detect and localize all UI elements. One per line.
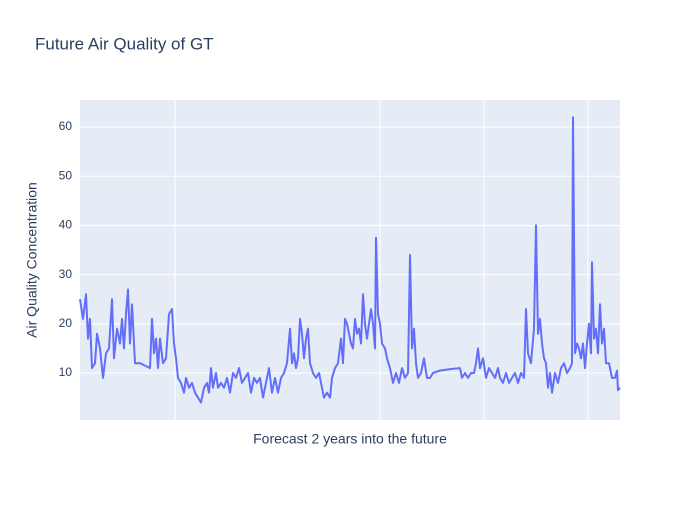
y-tick-label: 30 (59, 267, 73, 281)
x-axis-label: Forecast 2 years into the future (253, 431, 447, 447)
y-tick-label: 50 (59, 168, 73, 182)
chart-title: Future Air Quality of GT (35, 34, 214, 53)
plot-area (80, 100, 620, 420)
y-tick-label: 20 (59, 316, 73, 330)
y-tick-label: 60 (59, 119, 73, 133)
y-tick-label: 40 (59, 218, 73, 232)
y-axis-label: Air Quality Concentration (24, 182, 40, 338)
y-tick-label: 10 (59, 365, 73, 379)
line (79, 116, 621, 404)
